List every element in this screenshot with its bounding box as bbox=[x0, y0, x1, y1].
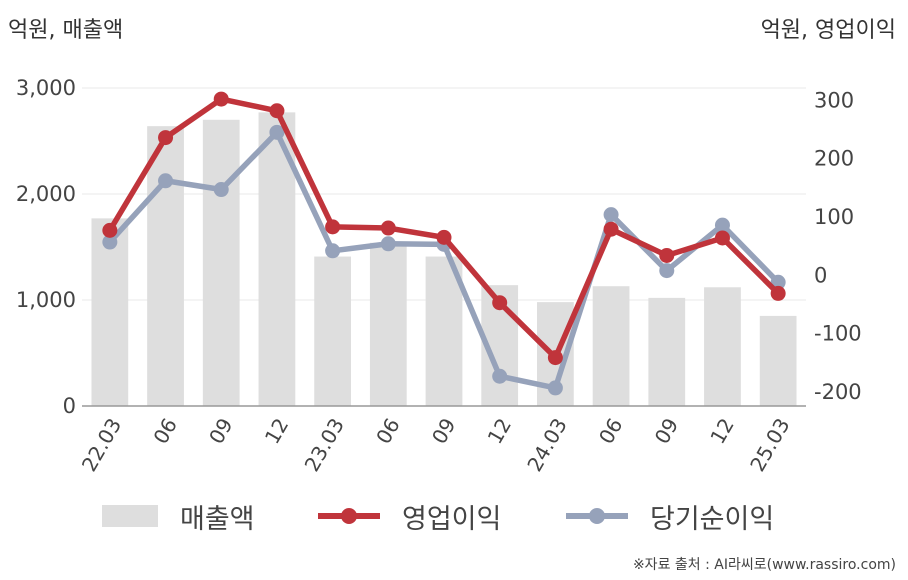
legend-swatch-revenue bbox=[102, 505, 158, 527]
x-tick-label-10: 09 bbox=[650, 414, 684, 448]
x-tick-label-12: 25.03 bbox=[745, 414, 794, 476]
left-axis-unit-label: 억원, 매출액 bbox=[8, 18, 124, 43]
series-1-point-5 bbox=[380, 220, 396, 236]
bar-09-10 bbox=[648, 297, 686, 406]
bar-06-1 bbox=[147, 126, 184, 406]
x-tick-label-11: 12 bbox=[705, 414, 739, 448]
series-1-point-9 bbox=[603, 221, 619, 237]
series-2-point-3 bbox=[269, 124, 285, 140]
x-tick-label-3: 12 bbox=[260, 414, 294, 448]
x-tick-label-9: 06 bbox=[594, 414, 628, 448]
right-axis-ticks: -200 -100 0 100 200 300 bbox=[814, 88, 862, 404]
legend-swatch-operating-profit bbox=[318, 505, 380, 527]
left-axis-ticks: 0 1,000 2,000 3,000 bbox=[16, 76, 76, 418]
series-2-point-2 bbox=[213, 182, 229, 198]
x-tick-label-7: 12 bbox=[483, 414, 517, 448]
legend-label-net-income: 당기순이익 bbox=[650, 503, 775, 535]
series-2-point-5 bbox=[380, 236, 396, 252]
legend-item-net-income: 당기순이익 bbox=[566, 492, 774, 540]
series-1-point-10 bbox=[659, 247, 675, 263]
series-1-point-1 bbox=[158, 130, 174, 146]
series-1-point-6 bbox=[436, 229, 452, 245]
series-2-point-11 bbox=[714, 217, 730, 233]
profit-lines bbox=[102, 91, 786, 396]
x-tick-label-4: 23.03 bbox=[300, 414, 349, 476]
x-tick-label-2: 09 bbox=[204, 414, 238, 448]
left-tick-label-2: 2,000 bbox=[16, 182, 76, 206]
revenue-bars bbox=[91, 112, 797, 407]
series-2-point-10 bbox=[659, 263, 675, 279]
right-axis-unit-label: 억원, 영업이익 bbox=[760, 18, 896, 43]
left-tick-label-1: 1,000 bbox=[16, 288, 76, 312]
series-2-point-9 bbox=[603, 207, 619, 223]
right-tick-label-2: 0 bbox=[814, 263, 827, 287]
legend-label-operating-profit: 영업이익 bbox=[402, 503, 502, 535]
right-tick-label-3: 100 bbox=[814, 205, 854, 229]
series-1-point-8 bbox=[547, 350, 563, 366]
right-tick-label-0: -200 bbox=[814, 380, 862, 404]
series-1-point-12 bbox=[770, 285, 786, 301]
right-tick-label-1: -100 bbox=[814, 322, 862, 346]
x-tick-label-0: 22.03 bbox=[77, 414, 126, 476]
series-1-point-7 bbox=[492, 295, 508, 311]
x-tick-label-6: 09 bbox=[427, 414, 461, 448]
series-2-point-7 bbox=[492, 368, 508, 384]
x-tick-label-8: 24.03 bbox=[522, 414, 571, 476]
bar-12-11 bbox=[704, 287, 741, 406]
bar-09-6 bbox=[425, 256, 463, 406]
series-2-point-8 bbox=[547, 380, 563, 396]
bar-23.03-4 bbox=[314, 256, 351, 406]
legend-item-revenue: 매출액 bbox=[102, 492, 255, 540]
legend: 매출액 영업이익 당기순이익 bbox=[0, 492, 908, 540]
combo-chart: 0 1,000 2,000 3,000 -200 -100 0 100 200 300 22.0… bbox=[16, 76, 862, 476]
left-tick-label-3: 3,000 bbox=[16, 76, 76, 100]
x-axis-ticks: 22.03 06 09 12 23.03 06 09 12 24.03 06 09 12 25.03 bbox=[77, 414, 795, 476]
right-tick-label-5: 300 bbox=[814, 88, 854, 112]
legend-item-operating-profit: 영업이익 bbox=[318, 492, 501, 540]
series-1-point-4 bbox=[325, 219, 341, 235]
bar-06-5 bbox=[369, 242, 407, 406]
series-1-point-2 bbox=[213, 91, 229, 107]
x-tick-label-5: 06 bbox=[371, 414, 405, 448]
bar-06-9 bbox=[592, 286, 630, 406]
series-1-point-0 bbox=[102, 222, 118, 238]
legend-label-revenue: 매출액 bbox=[180, 503, 255, 535]
legend-swatch-net-income bbox=[566, 505, 628, 527]
series-2-point-4 bbox=[325, 243, 341, 259]
series-2-point-1 bbox=[158, 173, 174, 189]
series-1-point-3 bbox=[269, 103, 285, 119]
left-tick-label-0: 0 bbox=[63, 394, 76, 418]
bar-22.03-0 bbox=[91, 218, 129, 406]
bar-25.03-12 bbox=[759, 315, 797, 406]
source-note: ※자료 출처 : AI라씨로(www.rassiro.com) bbox=[632, 557, 896, 573]
series-1-point-11 bbox=[714, 230, 730, 246]
right-tick-label-4: 200 bbox=[814, 147, 854, 171]
series-2-point-0 bbox=[102, 234, 118, 250]
bar-09-2 bbox=[202, 119, 240, 407]
x-tick-label-1: 06 bbox=[148, 414, 182, 448]
